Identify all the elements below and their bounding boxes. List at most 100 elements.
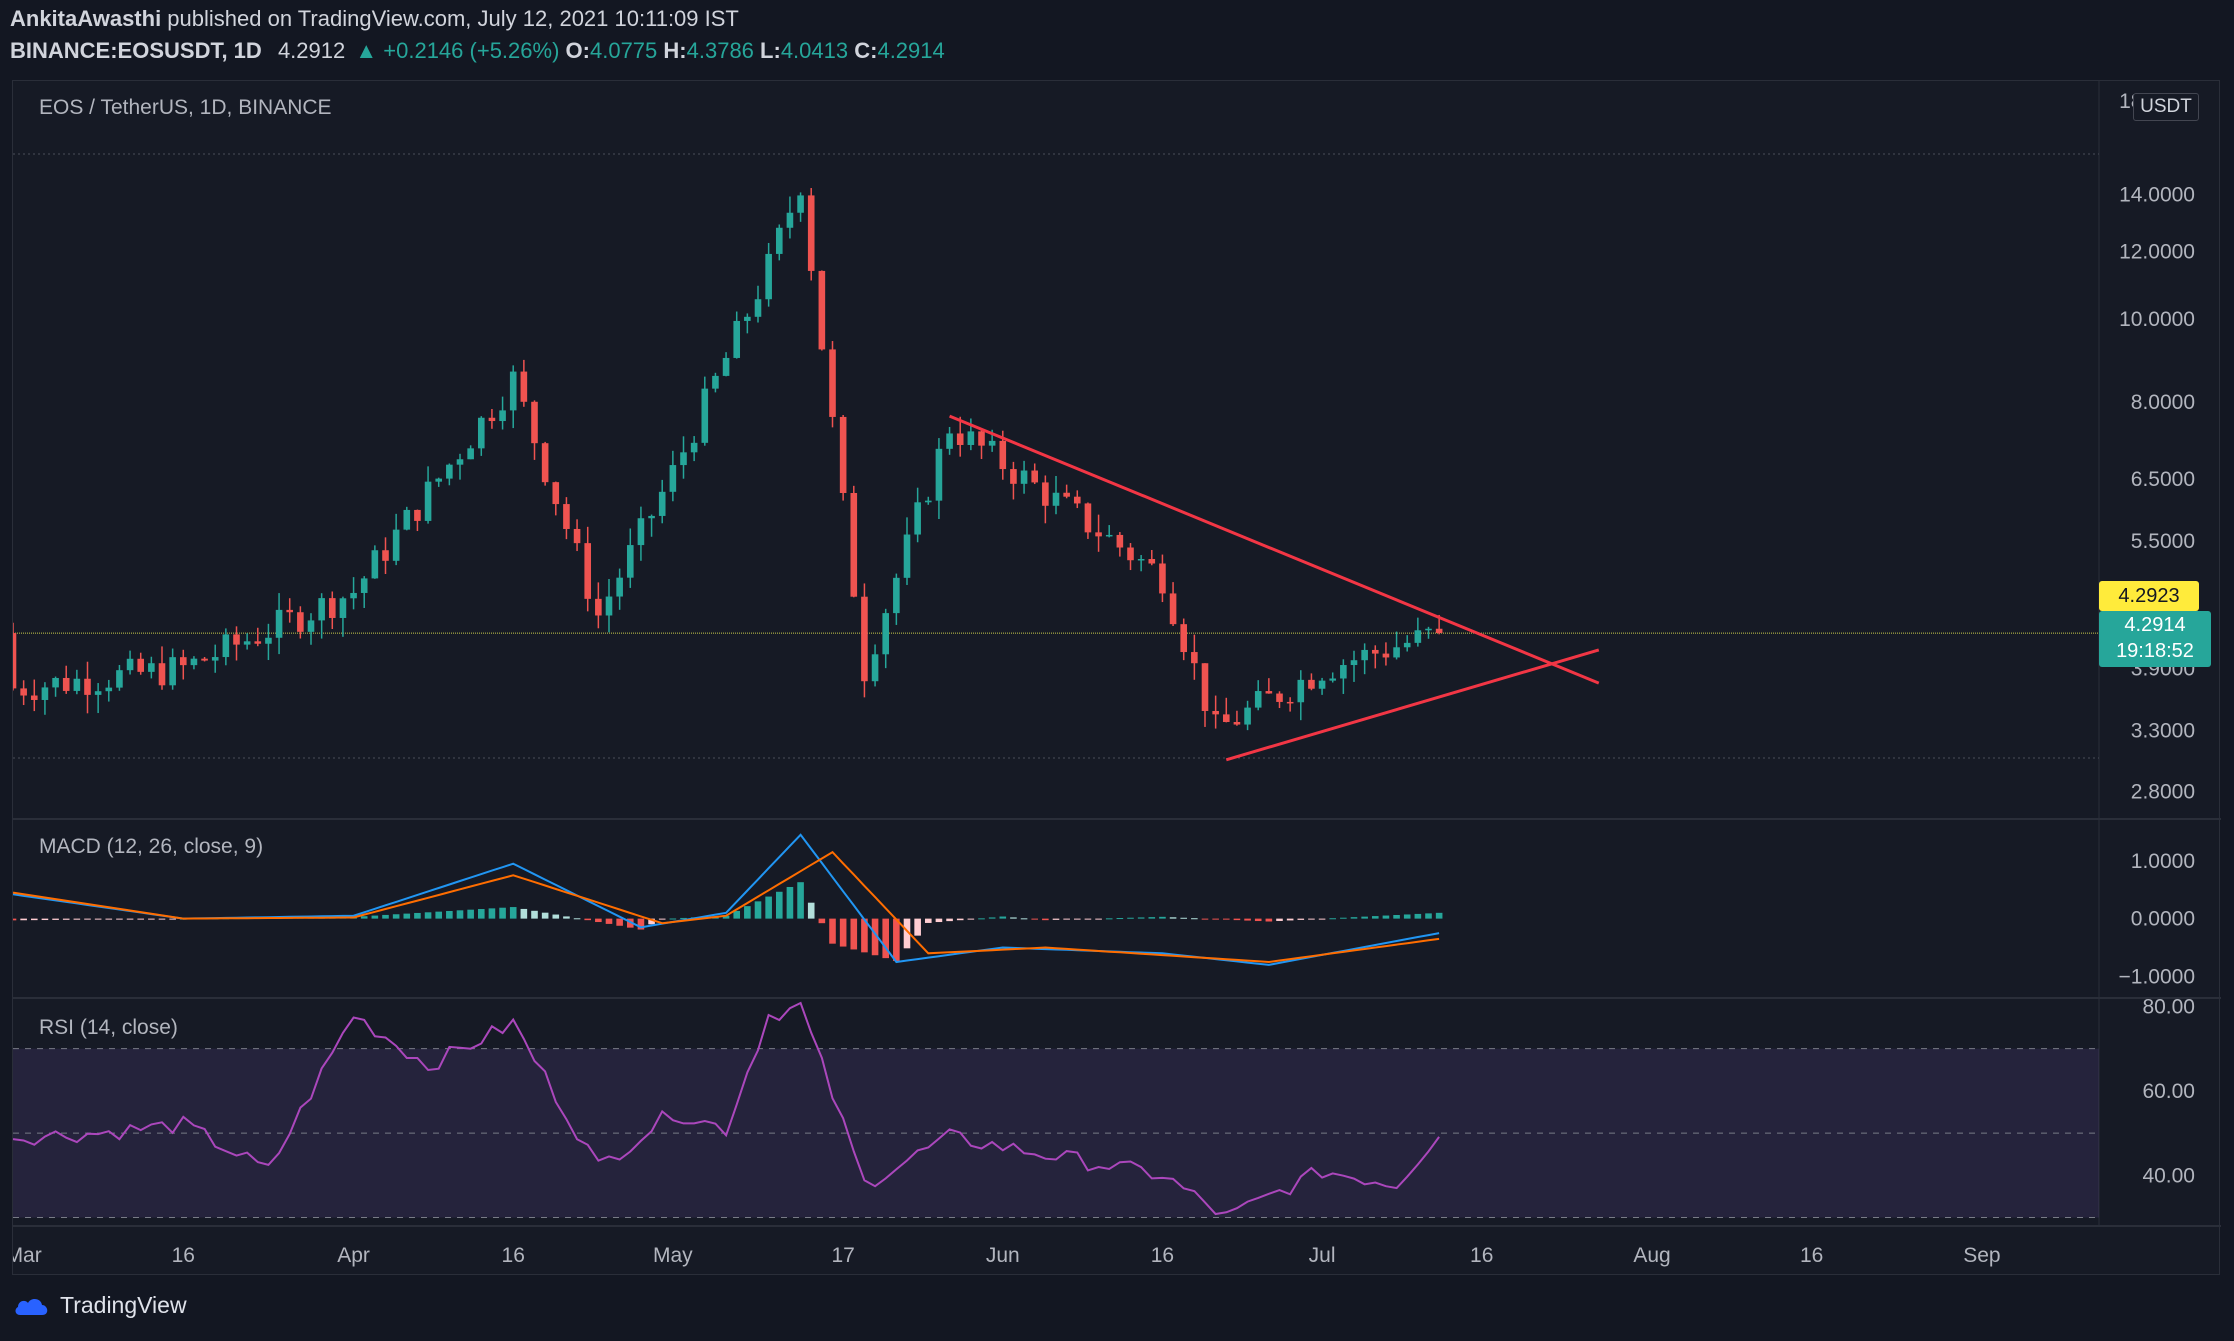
macd-histogram-bar bbox=[1435, 912, 1443, 919]
price-tick-label: 6.5000 bbox=[2131, 468, 2195, 491]
candle-body bbox=[893, 577, 900, 614]
macd-histogram-bar bbox=[1318, 918, 1326, 920]
candle-body bbox=[392, 529, 400, 561]
macd-histogram-bar bbox=[967, 918, 975, 920]
macd-histogram-bar bbox=[1382, 915, 1390, 919]
macd-histogram-bar bbox=[1084, 918, 1092, 920]
macd-histogram-bar bbox=[595, 918, 602, 923]
macd-histogram-bar bbox=[84, 918, 91, 920]
symbol-name[interactable]: BINANCE:EOSUSDT, 1D bbox=[10, 38, 262, 63]
macd-histogram-bar bbox=[1020, 918, 1028, 920]
macd-histogram-bar bbox=[13, 918, 17, 921]
candle-body bbox=[839, 416, 847, 494]
candle-body bbox=[1414, 630, 1422, 643]
candle-body bbox=[829, 349, 836, 417]
candle-body bbox=[62, 677, 70, 691]
close-value: 4.2914 bbox=[877, 38, 945, 63]
candle-body bbox=[754, 299, 762, 317]
publisher-name[interactable]: AnkitaAwasthi bbox=[10, 6, 162, 31]
candle-body bbox=[871, 654, 879, 682]
time-tick-label: Sep bbox=[1963, 1244, 2000, 1267]
macd-pane-title: MACD (12, 26, close, 9) bbox=[39, 835, 264, 858]
time-tick-label: Jun bbox=[986, 1244, 1020, 1267]
macd-histogram-bar bbox=[126, 918, 134, 920]
currency-label[interactable]: USDT bbox=[2133, 93, 2199, 121]
candle-body bbox=[1084, 503, 1092, 533]
candle-body bbox=[903, 534, 911, 578]
bar-countdown: 19:18:52 bbox=[2116, 640, 2194, 662]
candle-body bbox=[1127, 547, 1134, 561]
macd-histogram-bar bbox=[1169, 917, 1177, 919]
candle-body bbox=[1222, 714, 1230, 723]
candle-body bbox=[797, 195, 804, 213]
candle-body bbox=[595, 598, 602, 616]
footer: TradingView bbox=[0, 1280, 2234, 1341]
candle-body bbox=[20, 688, 27, 696]
candle-body bbox=[446, 464, 453, 479]
candle-body bbox=[499, 410, 506, 422]
tradingview-brand: TradingView bbox=[60, 1292, 187, 1318]
low-value: 4.0413 bbox=[780, 38, 849, 63]
candle-body bbox=[637, 518, 645, 546]
macd-histogram-bar bbox=[62, 918, 70, 920]
macd-histogram-bar bbox=[467, 909, 474, 919]
macd-histogram-bar bbox=[360, 916, 368, 919]
alert-price-label[interactable]: 4.2923 bbox=[2099, 581, 2199, 611]
candle-body bbox=[1340, 665, 1347, 679]
candle-body bbox=[1159, 563, 1166, 594]
macd-histogram-bar bbox=[1010, 917, 1017, 919]
time-tick-label: Mar bbox=[13, 1244, 42, 1267]
close-label: C: bbox=[854, 38, 878, 63]
candle-body bbox=[1169, 593, 1177, 625]
candle-body bbox=[956, 433, 964, 445]
macd-histogram-bar bbox=[733, 910, 741, 919]
tradingview-cloud-icon bbox=[15, 1298, 48, 1315]
candle-body bbox=[1042, 482, 1049, 506]
macd-histogram-bar bbox=[1340, 917, 1347, 919]
macd-histogram-bar bbox=[765, 896, 772, 919]
macd-histogram-bar bbox=[978, 918, 985, 920]
macd-histogram-bar bbox=[829, 918, 836, 944]
candle-body bbox=[1020, 470, 1028, 484]
candle-body bbox=[222, 634, 230, 658]
candle-body bbox=[1329, 678, 1337, 681]
chart-canvas[interactable]: 18.000014.000012.000010.00008.00006.5000… bbox=[13, 81, 2221, 1276]
candle-body bbox=[712, 375, 719, 389]
macd-histogram-bar bbox=[1222, 918, 1230, 920]
candle-body bbox=[935, 448, 943, 501]
candle-body bbox=[1371, 649, 1379, 654]
candle-body bbox=[531, 401, 538, 444]
macd-histogram-bar bbox=[105, 918, 113, 920]
candle-body bbox=[41, 687, 49, 700]
candle-body bbox=[1116, 534, 1124, 548]
candle-body bbox=[669, 465, 677, 492]
macd-histogram-bar bbox=[648, 918, 655, 925]
macd-histogram-bar bbox=[1265, 918, 1273, 922]
candle-body bbox=[744, 316, 751, 321]
symbol-line: BINANCE:EOSUSDT, 1D 4.2912 ▲ +0.2146 (+5… bbox=[10, 38, 945, 64]
candle-body bbox=[1233, 722, 1241, 725]
candle-body bbox=[1276, 693, 1283, 702]
chart-frame[interactable]: 18.000014.000012.000010.00008.00006.5000… bbox=[12, 80, 2221, 1276]
candle-body bbox=[137, 658, 145, 672]
macd-histogram-bar bbox=[1425, 913, 1432, 919]
macd-histogram-bar bbox=[1329, 918, 1337, 920]
candle-body bbox=[680, 452, 687, 466]
candle-body bbox=[999, 440, 1007, 470]
candle-body bbox=[1191, 652, 1198, 664]
main-pane-title: EOS / TetherUS, 1D, BINANCE bbox=[39, 96, 332, 119]
candle-body bbox=[190, 658, 198, 666]
last-price-label[interactable]: 4.2914 19:18:52 bbox=[2099, 611, 2211, 667]
macd-histogram-bar bbox=[680, 917, 687, 919]
candle-body bbox=[658, 491, 666, 516]
candle-body bbox=[648, 515, 655, 519]
candle-body bbox=[1212, 710, 1219, 715]
macd-histogram-bar bbox=[722, 915, 730, 919]
signal-line bbox=[13, 850, 1440, 964]
macd-histogram-bar bbox=[786, 886, 794, 919]
candle-body bbox=[414, 509, 421, 521]
macd-histogram-bar bbox=[531, 910, 538, 919]
tradingview-logo[interactable]: TradingView bbox=[14, 1292, 187, 1319]
macd-histogram-bar bbox=[520, 908, 528, 919]
macd-histogram-bar bbox=[1159, 916, 1166, 919]
